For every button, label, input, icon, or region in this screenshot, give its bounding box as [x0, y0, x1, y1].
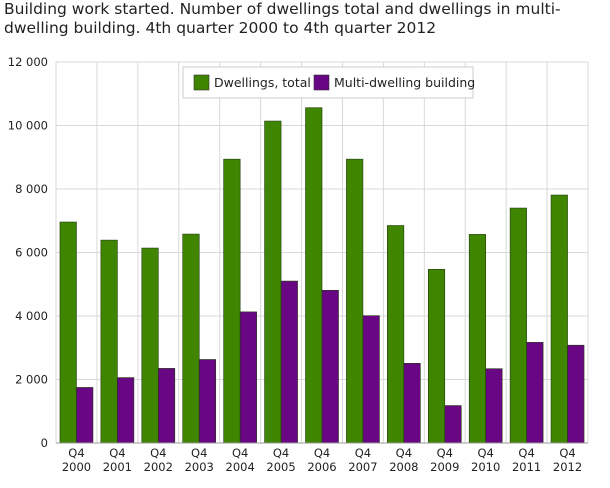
legend-swatch: [193, 74, 210, 91]
bar-multi-dwelling: [567, 344, 585, 444]
bar-multi-dwelling: [280, 280, 298, 444]
bar-multi-dwelling: [117, 377, 135, 444]
bar-dwellings-total: [264, 120, 282, 444]
x-tick-label: 2005: [266, 460, 295, 474]
x-tick-label: 2010: [471, 460, 500, 474]
bar-multi-dwelling: [362, 315, 380, 444]
x-tick-label: Q4: [559, 446, 575, 460]
bar-multi-dwelling: [444, 405, 462, 444]
bar-dwellings-total: [427, 269, 446, 444]
x-tick-label: 2007: [348, 460, 377, 474]
bar-dwellings-total: [223, 158, 241, 444]
bar-dwellings-total: [305, 107, 323, 444]
legend-label: Multi-dwelling building: [334, 75, 475, 90]
y-tick-label: 8 000: [15, 182, 48, 196]
bar-dwellings-total: [387, 225, 405, 444]
x-tick-label: 2002: [144, 460, 173, 474]
bar-multi-dwelling: [158, 368, 176, 444]
legend-label: Dwellings, total: [214, 75, 311, 90]
x-tick-label: 2004: [226, 460, 255, 474]
bar-multi-dwelling: [526, 342, 544, 444]
legend-swatch: [313, 74, 330, 91]
x-tick-label: Q4: [68, 446, 84, 460]
x-tick-label: 2009: [430, 460, 459, 474]
bar-multi-dwelling: [76, 387, 94, 444]
y-tick-label: 6 000: [15, 246, 48, 260]
x-tick-label: Q4: [109, 446, 125, 460]
bar-multi-dwelling: [198, 359, 217, 444]
x-tick-label: Q4: [518, 446, 534, 460]
x-tick-label: 2008: [389, 460, 418, 474]
x-tick-label: 2001: [103, 460, 132, 474]
x-tick-label: 2000: [62, 460, 91, 474]
y-tick-label: 4 000: [15, 309, 48, 323]
bar-multi-dwelling: [239, 311, 257, 444]
bar-multi-dwelling: [321, 289, 339, 444]
bar-multi-dwelling: [485, 368, 503, 444]
x-tick-label: 2012: [553, 460, 582, 474]
chart-title: Building work started. Number of dwellin…: [4, 0, 561, 37]
bar-dwellings-total: [141, 247, 159, 444]
x-tick-label: Q4: [355, 446, 371, 460]
x-tick-label: Q4: [314, 446, 330, 460]
x-tick-label: Q4: [191, 446, 207, 460]
bar-dwellings-total: [59, 221, 77, 444]
x-tick-label: Q4: [478, 446, 494, 460]
y-tick-label: 0: [41, 436, 48, 450]
x-tick-label: Q4: [232, 446, 248, 460]
x-tick-label: 2011: [512, 460, 541, 474]
x-tick-label: 2003: [185, 460, 214, 474]
bar-dwellings-total: [346, 158, 364, 444]
y-tick-label: 10 000: [8, 119, 48, 133]
bar-dwellings-total: [468, 234, 486, 444]
bar-dwellings-total: [550, 194, 568, 444]
x-tick-label: 2006: [307, 460, 336, 474]
y-tick-label: 2 000: [15, 373, 48, 387]
bar-dwellings-total: [100, 239, 118, 444]
x-tick-label: Q4: [396, 446, 412, 460]
x-tick-label: Q4: [437, 446, 453, 460]
bar-dwellings-total: [509, 207, 527, 444]
y-tick-label: 12 000: [8, 55, 48, 69]
x-tick-label: Q4: [150, 446, 166, 460]
bar-dwellings-total: [182, 233, 200, 444]
x-tick-label: Q4: [273, 446, 289, 460]
bar-multi-dwelling: [403, 363, 421, 444]
